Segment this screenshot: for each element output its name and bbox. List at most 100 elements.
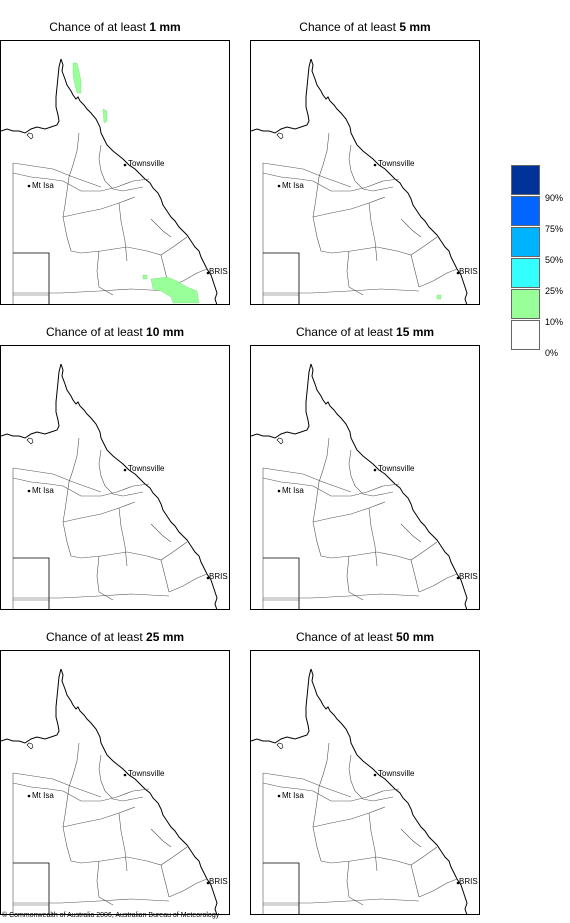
district-boundary	[62, 788, 150, 802]
district-boundary	[62, 178, 150, 192]
townsville-label: Townsville	[128, 769, 165, 778]
legend-label-50: 50%	[545, 255, 564, 265]
district-boundary	[98, 449, 144, 497]
brisbane-label: BRIS	[459, 572, 478, 581]
district-boundary	[348, 144, 394, 192]
district-boundary	[312, 826, 378, 864]
district-boundary	[410, 864, 420, 898]
island	[26, 132, 34, 140]
mt-isa-label: Mt Isa	[282, 181, 304, 190]
title-prefix: Chance of at least	[45, 630, 147, 644]
rain-probability-area	[150, 276, 200, 304]
district-boundary	[263, 904, 300, 914]
district-boundary	[96, 250, 114, 296]
district-boundary	[312, 483, 400, 497]
district-boundary	[346, 250, 364, 296]
coastline	[60, 58, 218, 304]
district-boundary	[348, 449, 394, 497]
district-boundary	[12, 172, 64, 182]
district-boundary	[262, 172, 314, 182]
district-boundary	[368, 812, 378, 872]
coastline	[60, 363, 218, 609]
district-boundary	[62, 132, 80, 218]
district-boundary	[262, 782, 314, 792]
district-boundary	[368, 507, 378, 567]
legend-swatch-10-25	[511, 289, 540, 319]
townsville-marker	[123, 163, 127, 167]
district-boundary	[96, 555, 114, 601]
brisbane-label: BRIS	[459, 267, 478, 276]
district-boundary	[98, 754, 144, 802]
district-boundary	[118, 507, 128, 567]
district-boundary	[62, 501, 136, 523]
district-boundary	[263, 599, 300, 609]
district-boundary	[376, 541, 438, 561]
map-panel-15mm: Townsville Mt Isa BRIS	[250, 345, 480, 610]
district-boundary	[312, 806, 386, 828]
district-boundary	[13, 898, 170, 904]
district-boundary	[126, 541, 188, 561]
map-panel-50mm: Townsville Mt Isa BRIS	[250, 650, 480, 915]
legend-label-0: 0%	[545, 348, 559, 358]
brisbane-marker	[206, 881, 210, 885]
brisbane-marker	[206, 271, 210, 275]
copyright-notice: © Commonwealth of Australia 2006, Austra…	[2, 912, 220, 919]
district-boundary	[346, 555, 364, 601]
island	[276, 132, 284, 140]
title-threshold: 5 mm	[399, 20, 431, 34]
district-boundary	[150, 523, 172, 543]
district-boundary	[418, 573, 458, 593]
legend-label-90: 90%	[545, 193, 564, 203]
district-boundary	[376, 846, 438, 866]
mt-isa-label: Mt Isa	[32, 791, 54, 800]
district-boundary	[376, 236, 438, 256]
mt-isa-label: Mt Isa	[32, 181, 54, 190]
district-boundary	[98, 144, 144, 192]
inset-box	[263, 557, 300, 609]
district-boundary	[12, 467, 102, 493]
district-boundary	[62, 826, 128, 864]
district-boundary	[62, 437, 80, 523]
townsville-marker	[373, 468, 377, 472]
map-drawing	[1, 363, 218, 609]
district-boundary	[168, 878, 208, 898]
district-boundary	[263, 898, 420, 904]
gulf-coastline	[251, 363, 312, 439]
district-boundary	[312, 501, 386, 523]
district-boundary	[62, 216, 128, 254]
mt-isa-marker	[277, 489, 281, 493]
mt-isa-label: Mt Isa	[282, 486, 304, 495]
title-threshold: 25 mm	[146, 630, 185, 644]
coastline	[310, 363, 468, 609]
map-panel-1mm: Townsville Mt Isa BRIS	[0, 40, 230, 305]
district-boundary	[12, 477, 64, 487]
rain-probability-area	[72, 62, 82, 94]
district-boundary	[312, 196, 386, 218]
panel-title-10mm: Chance of at least 10 mm	[0, 325, 230, 339]
district-boundary	[346, 860, 364, 906]
rain-probability-area	[142, 274, 148, 280]
title-threshold: 50 mm	[396, 630, 435, 644]
panel-title-5mm: Chance of at least 5 mm	[250, 20, 480, 34]
district-boundary	[62, 806, 136, 828]
district-boundary	[312, 742, 330, 828]
inset-box	[13, 557, 50, 609]
mt-isa-marker	[277, 794, 281, 798]
brisbane-marker	[456, 576, 460, 580]
townsville-label: Townsville	[378, 769, 415, 778]
brisbane-label: BRIS	[209, 572, 228, 581]
map-panel-5mm: Townsville Mt Isa BRIS	[250, 40, 480, 305]
townsville-marker	[123, 773, 127, 777]
legend-label-25: 25%	[545, 286, 564, 296]
title-prefix: Chance of at least	[295, 325, 397, 339]
district-boundary	[118, 202, 128, 262]
district-boundary	[12, 162, 102, 188]
gulf-coastline	[251, 58, 312, 134]
legend-label-75: 75%	[545, 224, 564, 234]
district-boundary	[12, 782, 64, 792]
district-boundary	[312, 216, 378, 254]
mt-isa-label: Mt Isa	[32, 486, 54, 495]
district-boundary	[418, 878, 458, 898]
townsville-label: Townsville	[378, 159, 415, 168]
district-boundary	[150, 218, 172, 238]
